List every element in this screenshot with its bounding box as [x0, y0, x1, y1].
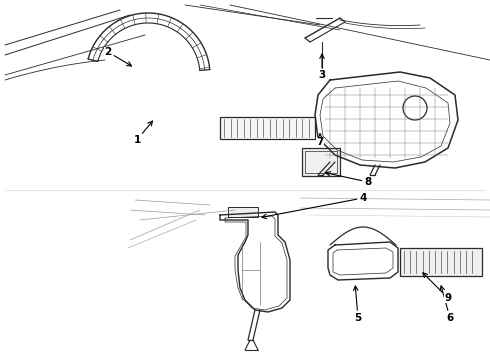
Bar [228, 207, 258, 217]
Bar [400, 248, 482, 276]
Text: 7: 7 [317, 134, 324, 147]
Text: 2: 2 [104, 47, 131, 66]
Text: 8: 8 [326, 172, 371, 187]
Bar [220, 117, 315, 139]
Text: 4: 4 [262, 193, 367, 219]
Text: 9: 9 [423, 273, 452, 303]
Text: 5: 5 [353, 286, 362, 323]
Text: 1: 1 [133, 121, 152, 145]
Text: 6: 6 [440, 286, 454, 323]
Bar [305, 151, 337, 173]
Bar [302, 148, 340, 176]
Text: 3: 3 [318, 54, 326, 80]
